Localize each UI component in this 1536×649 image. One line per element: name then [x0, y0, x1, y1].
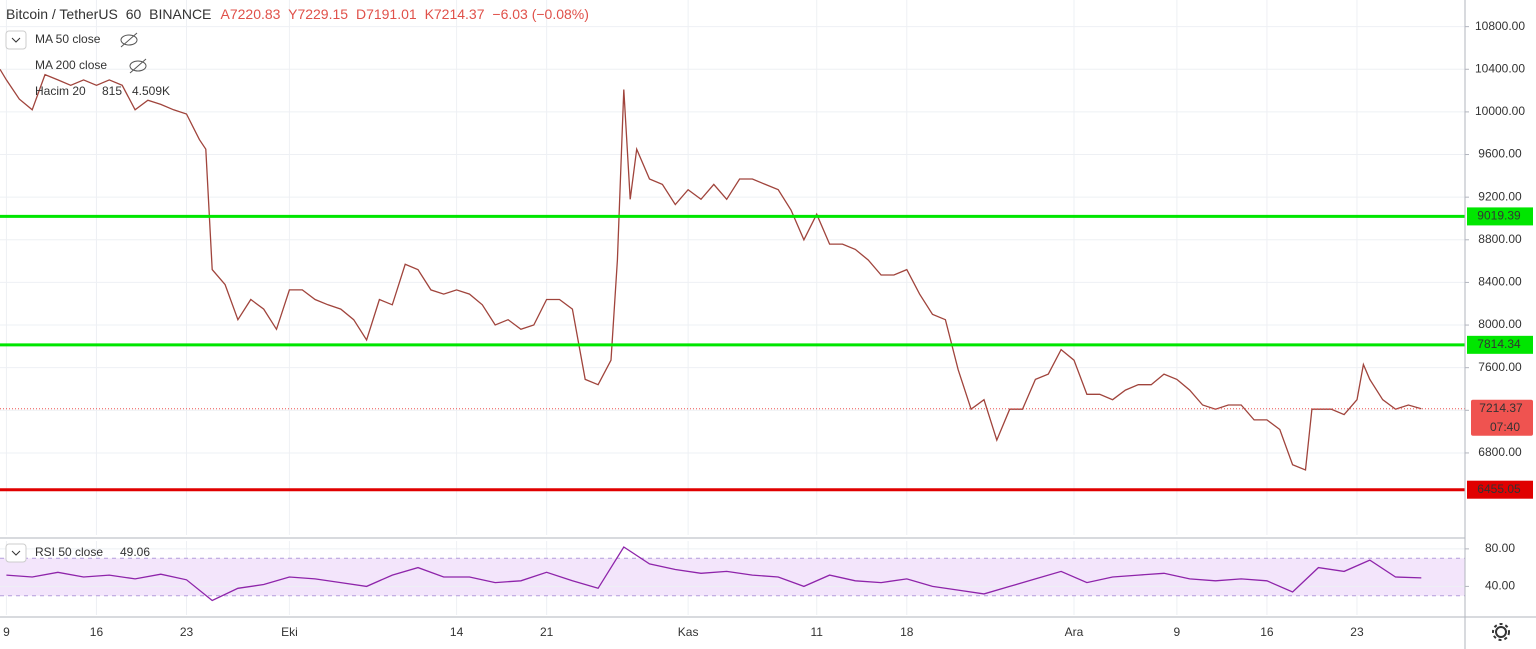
y-tick-label: 8400.00 [1478, 275, 1522, 289]
hidden-icon[interactable] [120, 32, 138, 48]
y-tick-label: 9200.00 [1478, 189, 1522, 203]
y-tick-label: 10800.00 [1475, 19, 1525, 33]
y-tick-label: 10400.00 [1475, 61, 1525, 75]
last-price-label: 7214.37 [1479, 401, 1523, 415]
exchange: BINANCE [149, 6, 211, 22]
level-label: 9019.39 [1477, 209, 1521, 223]
countdown-label: 07:40 [1490, 420, 1520, 434]
x-tick-label: 23 [180, 625, 194, 639]
y-tick-label: 8000.00 [1478, 317, 1522, 331]
rsi-band [0, 558, 1465, 596]
y-tick-label: 8800.00 [1478, 232, 1522, 246]
x-tick-label: 18 [900, 625, 914, 639]
symbol: Bitcoin / TetherUS [6, 6, 118, 22]
level-label: 7814.34 [1477, 337, 1521, 351]
high: Y7229.15 [288, 6, 348, 22]
change: −6.03 (−0.08%) [492, 6, 589, 22]
hidden-icon[interactable] [129, 58, 147, 74]
level-label: 6455.05 [1477, 482, 1521, 496]
y-tick-label: 10000.00 [1475, 104, 1525, 118]
indicator-value: 815 [102, 84, 122, 98]
x-tick-label: 23 [1350, 625, 1364, 639]
y-tick-label: 40.00 [1485, 579, 1515, 593]
x-tick-label: 21 [540, 625, 554, 639]
close: K7214.37 [425, 6, 485, 22]
x-tick-label: 11 [811, 625, 824, 639]
price-line [0, 68, 1422, 471]
x-tick-label: 16 [90, 625, 104, 639]
low: D7191.01 [356, 6, 417, 22]
chevron-icon [11, 550, 21, 556]
axis: 10800.00 10400.00 10000.00 9600.00 9200.00 88… [3, 19, 1533, 639]
plot [0, 68, 1465, 602]
indicator-legend: MA 50 close MA 200 close Hacim 20 815 4.… [5, 30, 170, 98]
x-tick-label: 9 [1174, 625, 1181, 639]
level-label-box [1467, 480, 1533, 499]
header: Bitcoin / TetherUS 60 BINANCE A7220.83 Y… [6, 6, 589, 22]
x-tick-label: Ara [1065, 625, 1084, 639]
y-tick-label: 6800.00 [1478, 445, 1522, 459]
y-tick-label: 7600.00 [1478, 360, 1522, 374]
rsi-value: 49.06 [120, 545, 150, 559]
y-tick-label: 9600.00 [1478, 147, 1522, 161]
collapse-button[interactable] [5, 543, 27, 563]
level-label-box [1467, 207, 1533, 226]
settings-icon[interactable] [1492, 623, 1510, 641]
open: A7220.83 [221, 6, 281, 22]
indicator-name: Hacim 20 [35, 84, 86, 98]
x-tick-label: 9 [3, 625, 10, 639]
price-line [6, 546, 1422, 602]
indicator-name: MA 50 close [35, 32, 101, 46]
last-price-box [1471, 399, 1533, 436]
grid [0, 0, 1465, 615]
chevron-icon [11, 37, 21, 43]
rsi-legend: RSI 50 close 49.06 [5, 543, 150, 563]
y-tick-label: 80.00 [1485, 541, 1515, 555]
indicator-average: 4.509K [132, 84, 170, 98]
rsi-title: RSI 50 close [35, 545, 103, 559]
x-tick-label: Kas [678, 625, 699, 639]
indicator-name: MA 200 close [35, 58, 107, 72]
level-label-box [1467, 335, 1533, 354]
x-tick-label: Eki [281, 625, 298, 639]
x-tick-label: 14 [450, 625, 464, 639]
x-tick-label: 16 [1260, 625, 1274, 639]
collapse-button[interactable] [5, 30, 27, 50]
interval: 60 [126, 6, 142, 22]
